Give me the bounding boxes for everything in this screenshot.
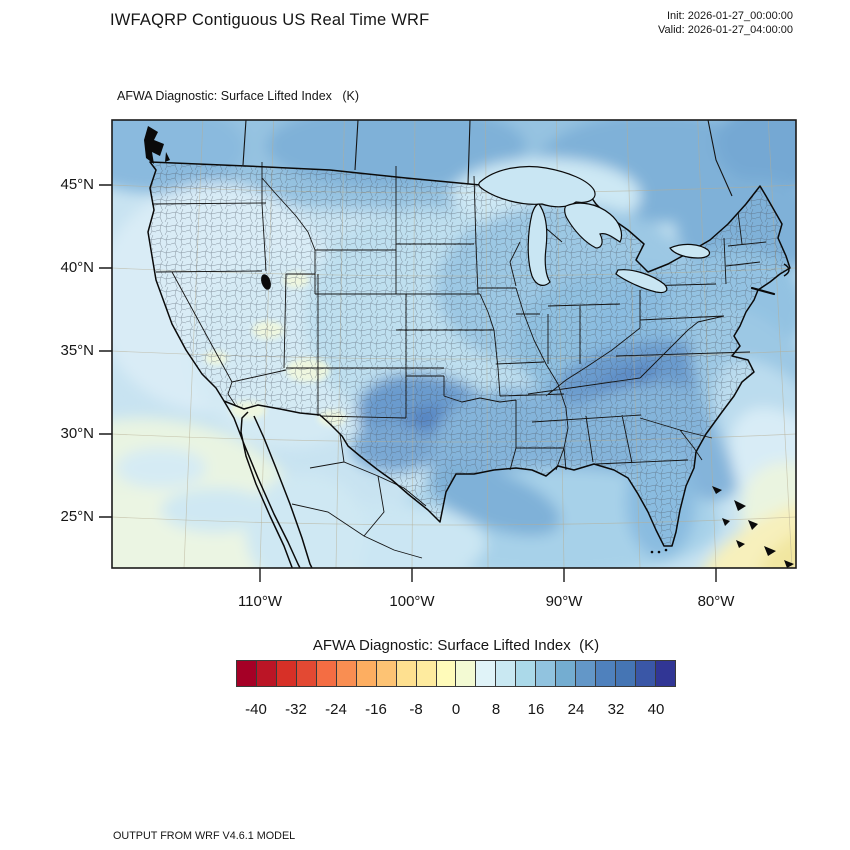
lat-tick-label: 35°N [60,342,94,359]
colorbar-tick-label: 8 [491,701,501,718]
colorbar-cell [475,661,496,686]
colorbar-cell [255,661,276,686]
colorbar-cell [535,661,556,686]
longitude-ticks [259,568,717,582]
colorbar-tick-label: -40 [245,701,267,718]
colorbar-tick-label: -8 [409,701,423,718]
model-config-note: OUTPUT FROM WRF V4.6.1 MODEL WE = 580 ; … [113,803,538,850]
colorbar-tick-label: 0 [451,701,461,718]
great-lakes [478,165,711,294]
colorbar-cell [295,661,316,686]
colorbar-tick-label: 40 [647,701,665,718]
lon-tick-label: 110°W [237,593,283,610]
lat-tick-label: 40°N [60,259,94,276]
colorbar-cell [555,661,576,686]
lat-tick-label: 25°N [60,508,94,525]
colorbar-cell [455,661,476,686]
colorbar-tick-label: -32 [285,701,307,718]
init-time: Init: 2026-01-27_00:00:00 [667,10,793,22]
colorbar-cell [575,661,596,686]
colorbar-tick-label: -16 [365,701,387,718]
plot-title: IWFAQRP Contiguous US Real Time WRF [110,11,430,29]
colorbar-cell [495,661,516,686]
colorbar-cell [375,661,396,686]
state-borders [151,162,767,471]
colorbar-tick-label: 16 [527,701,545,718]
colorbar-cell [655,661,675,686]
map-frame [111,119,797,569]
colorbar-cell [635,661,656,686]
cape-cod [783,263,790,277]
lat-tick-label: 45°N [60,176,94,193]
latitude-ticks [99,184,112,518]
colorbar-title: AFWA Diagnostic: Surface Lifted Index (K… [312,637,600,654]
mexico-coastline [223,400,313,568]
model-config-line1: OUTPUT FROM WRF V4.6.1 MODEL [113,830,296,842]
field-subtitle: AFWA Diagnostic: Surface Lifted Index (K… [117,89,359,103]
long-island [750,286,776,296]
us-map [99,119,797,582]
lon-tick-label: 90°W [545,593,583,610]
model-timestamps: Init: 2026-01-27_00:00:00 Valid: 2026-01… [658,10,793,37]
colorbar-cell [395,661,416,686]
mexico-state-borders [291,433,427,559]
colorbar-tick-label: 24 [567,701,585,718]
colorbar-cell [415,661,436,686]
colorbar-cell [335,661,356,686]
islands-and-lakes [144,126,796,568]
colorbar-cell [355,661,376,686]
colorbar-cell [275,661,296,686]
colorbar-cell [595,661,616,686]
colorbar-cell [435,661,456,686]
colorbar-tick-label: -24 [325,701,347,718]
colorbar-labels: -40 -32 -24 -16 -8 0 8 16 24 32 40 [236,701,676,719]
colorbar-cell [515,661,536,686]
lat-tick-label: 30°N [60,425,94,442]
colorbar-cell [615,661,636,686]
valid-time: Valid: 2026-01-27_04:00:00 [658,23,793,36]
colorbar-cell [315,661,336,686]
lon-tick-label: 100°W [389,593,435,610]
colorbar [236,660,676,687]
lon-tick-label: 80°W [697,593,735,610]
colorbar-cell [237,661,256,686]
province-borders [242,120,733,197]
colorbar-tick-label: 32 [607,701,625,718]
